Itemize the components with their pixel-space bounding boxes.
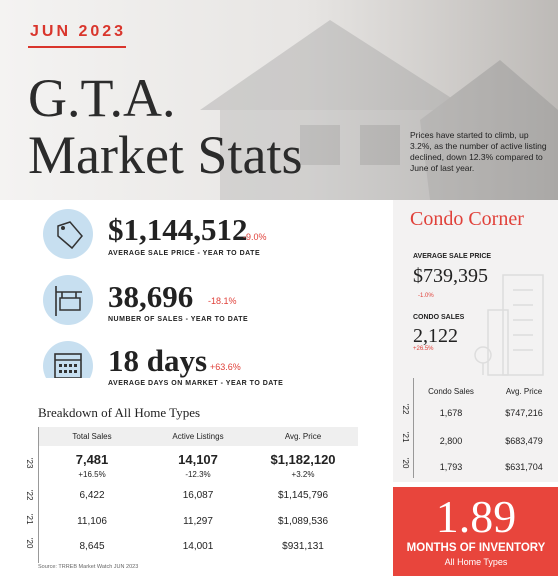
column-header: Active Listings [172,432,224,441]
row-year: '23 [25,458,34,469]
row-year: '20 [401,458,410,469]
row-year: '22 [401,404,410,415]
cell: 16,087 [182,490,214,501]
stat-change: -9.0% [243,232,267,242]
cell: 7,481 [75,452,109,467]
row-year: '21 [25,514,34,525]
hero-background [0,0,558,200]
cell: $631,704 [505,462,543,472]
row-year: '22 [25,490,34,501]
cell: $931,131 [282,541,324,552]
cell: $683,479 [505,436,543,446]
summary: Prices have started to climb, up 3.2%, a… [410,130,547,173]
cell-change: +3.2% [291,470,315,479]
condo-label: CONDO SALES [413,314,465,321]
condo-change: +26.5% [413,346,434,352]
stat-value: $1,144,512 [108,212,248,247]
inventory-label: MONTHS OF INVENTORY [406,542,546,554]
cell: 14,001 [182,541,214,552]
title-line2: Market Stats [28,125,303,185]
house-image [200,20,558,200]
cell: 6,422 [79,490,105,501]
cell: 1,793 [439,462,463,472]
stat-label: NUMBER OF SALES - YEAR TO DATE [108,316,249,323]
cell: $1,089,536 [277,516,329,527]
cell: 14,107 [178,452,218,467]
cell: 11,297 [183,516,213,527]
condo-buildings [474,274,544,376]
cell-change: +16.5% [78,470,106,479]
row-year: '21 [401,432,410,443]
stat-icons [43,209,93,378]
cell: $1,182,120 [270,452,336,467]
condo-panel [393,200,558,482]
stat-change: -18.1% [208,296,237,306]
inventory-sublabel: All Home Types [444,557,508,567]
stat-value: 18 days [108,343,208,378]
condo-table-rule [413,378,414,478]
breakdown-title: Breakdown of All Home Types [38,405,201,420]
inventory-value: 1.89 [435,491,517,542]
condo-label: AVERAGE SALE PRICE [413,253,492,260]
stat-label: AVERAGE SALE PRICE - YEAR TO DATE [108,250,261,257]
cell: 8,645 [79,541,105,552]
column-header: Avg. Price [505,387,543,396]
cell: $1,145,796 [277,490,329,501]
table-rule [38,427,39,563]
source: Source: TRREB Market Watch JUN 2023 [38,564,139,570]
condo-value: $739,395 [413,265,488,287]
cell: 2,800 [439,436,463,446]
column-header: Avg. Price [284,432,322,441]
table-header-bar [38,427,358,446]
column-header: Total Sales [72,432,112,441]
cell-change: -12.3% [185,470,211,479]
cell: 1,678 [439,408,463,418]
date-underline [28,46,126,48]
title-line1: G.T.A. [28,68,176,128]
cell: $747,216 [505,408,543,418]
date: JUN 2023 [30,23,127,40]
column-header: Condo Sales [428,387,474,396]
cell: 11,106 [77,516,107,527]
stat-change: +63.6% [210,362,241,372]
condo-title: Condo Corner [410,208,524,230]
stat-value: 38,696 [108,279,194,314]
condo-value: 2,122 [413,325,458,347]
inventory-box [393,487,558,576]
row-year: '20 [25,538,34,549]
condo-change: -1.0% [418,293,434,299]
stat-label: AVERAGE DAYS ON MARKET - YEAR TO DATE [108,380,284,387]
